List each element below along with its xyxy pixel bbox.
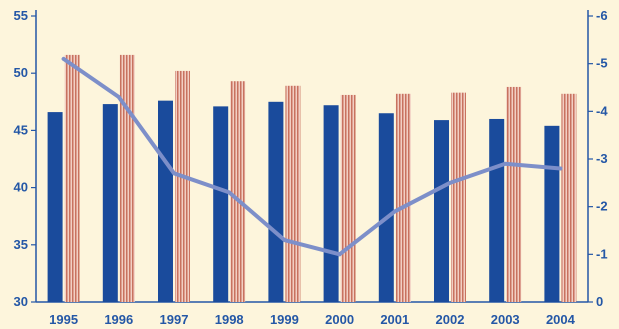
right-tick-label: -1 xyxy=(596,246,608,261)
bar-series-1 xyxy=(268,102,283,302)
bar-series-2 xyxy=(396,94,411,302)
left-tick-label: 45 xyxy=(14,122,28,137)
bar-series-2 xyxy=(285,86,300,302)
bar-series-1 xyxy=(48,112,63,302)
left-tick-label: 35 xyxy=(14,237,28,252)
line-point xyxy=(283,238,287,242)
x-tick-label: 1997 xyxy=(160,312,189,327)
line-point xyxy=(338,253,342,257)
line-point xyxy=(559,167,563,171)
line-point xyxy=(227,191,231,195)
right-tick-label: -3 xyxy=(596,151,608,166)
line-point xyxy=(448,181,452,185)
bar-series-2 xyxy=(341,95,356,302)
line-point xyxy=(172,172,176,176)
left-tick-label: 55 xyxy=(14,8,28,23)
left-tick-label: 50 xyxy=(14,65,28,80)
right-tick-label: 0 xyxy=(596,294,603,309)
x-tick-label: 1996 xyxy=(104,312,133,327)
x-tick-label: 2000 xyxy=(325,312,354,327)
bar-series-1 xyxy=(213,106,228,302)
x-tick-label: 2004 xyxy=(546,312,576,327)
bar-series-2 xyxy=(65,55,80,302)
bar-series-1 xyxy=(324,105,339,302)
right-tick-label: -5 xyxy=(596,56,608,71)
x-tick-label: 2003 xyxy=(491,312,520,327)
right-tick-label: -6 xyxy=(596,8,608,23)
left-tick-label: 40 xyxy=(14,180,28,195)
line-point xyxy=(503,162,507,166)
bar-series-1 xyxy=(434,120,449,302)
bar-series-1 xyxy=(158,101,173,302)
x-tick-label: 1998 xyxy=(215,312,244,327)
bar-series-1 xyxy=(379,113,394,302)
bar-series-2 xyxy=(120,55,135,302)
bar-series-2 xyxy=(561,94,576,302)
bar-series-1 xyxy=(489,119,504,302)
x-tick-label: 1999 xyxy=(270,312,299,327)
line-point xyxy=(117,95,121,99)
x-tick-label: 1995 xyxy=(49,312,78,327)
bar-series-2 xyxy=(230,81,245,302)
right-tick-label: -4 xyxy=(596,103,608,118)
line-point xyxy=(62,57,66,61)
bar-series-1 xyxy=(103,104,118,302)
bar-series-2 xyxy=(175,71,190,302)
x-tick-label: 2001 xyxy=(380,312,409,327)
x-tick-label: 2002 xyxy=(436,312,465,327)
left-tick-label: 30 xyxy=(14,294,28,309)
line-series xyxy=(64,59,561,254)
bar-series-2 xyxy=(506,87,521,302)
line-point xyxy=(393,210,397,214)
bar-series-2 xyxy=(451,93,466,302)
right-tick-label: -2 xyxy=(596,199,608,214)
bar-series-1 xyxy=(544,126,559,302)
